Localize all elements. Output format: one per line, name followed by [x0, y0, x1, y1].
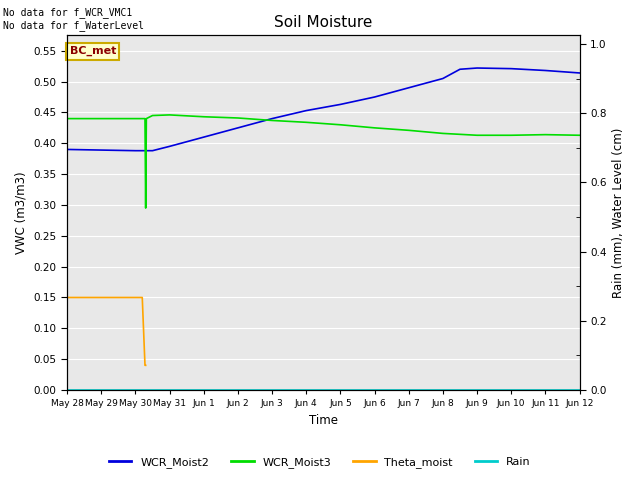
Text: BC_met: BC_met	[70, 46, 116, 56]
Title: Soil Moisture: Soil Moisture	[274, 15, 372, 30]
Text: No data for f_WCR_VMC1
No data for f_WaterLevel: No data for f_WCR_VMC1 No data for f_Wat…	[3, 7, 144, 31]
X-axis label: Time: Time	[309, 414, 338, 427]
Y-axis label: Rain (mm), Water Level (cm): Rain (mm), Water Level (cm)	[612, 128, 625, 298]
Y-axis label: VWC (m3/m3): VWC (m3/m3)	[15, 171, 28, 254]
Legend: WCR_Moist2, WCR_Moist3, Theta_moist, Rain: WCR_Moist2, WCR_Moist3, Theta_moist, Rai…	[104, 452, 536, 472]
